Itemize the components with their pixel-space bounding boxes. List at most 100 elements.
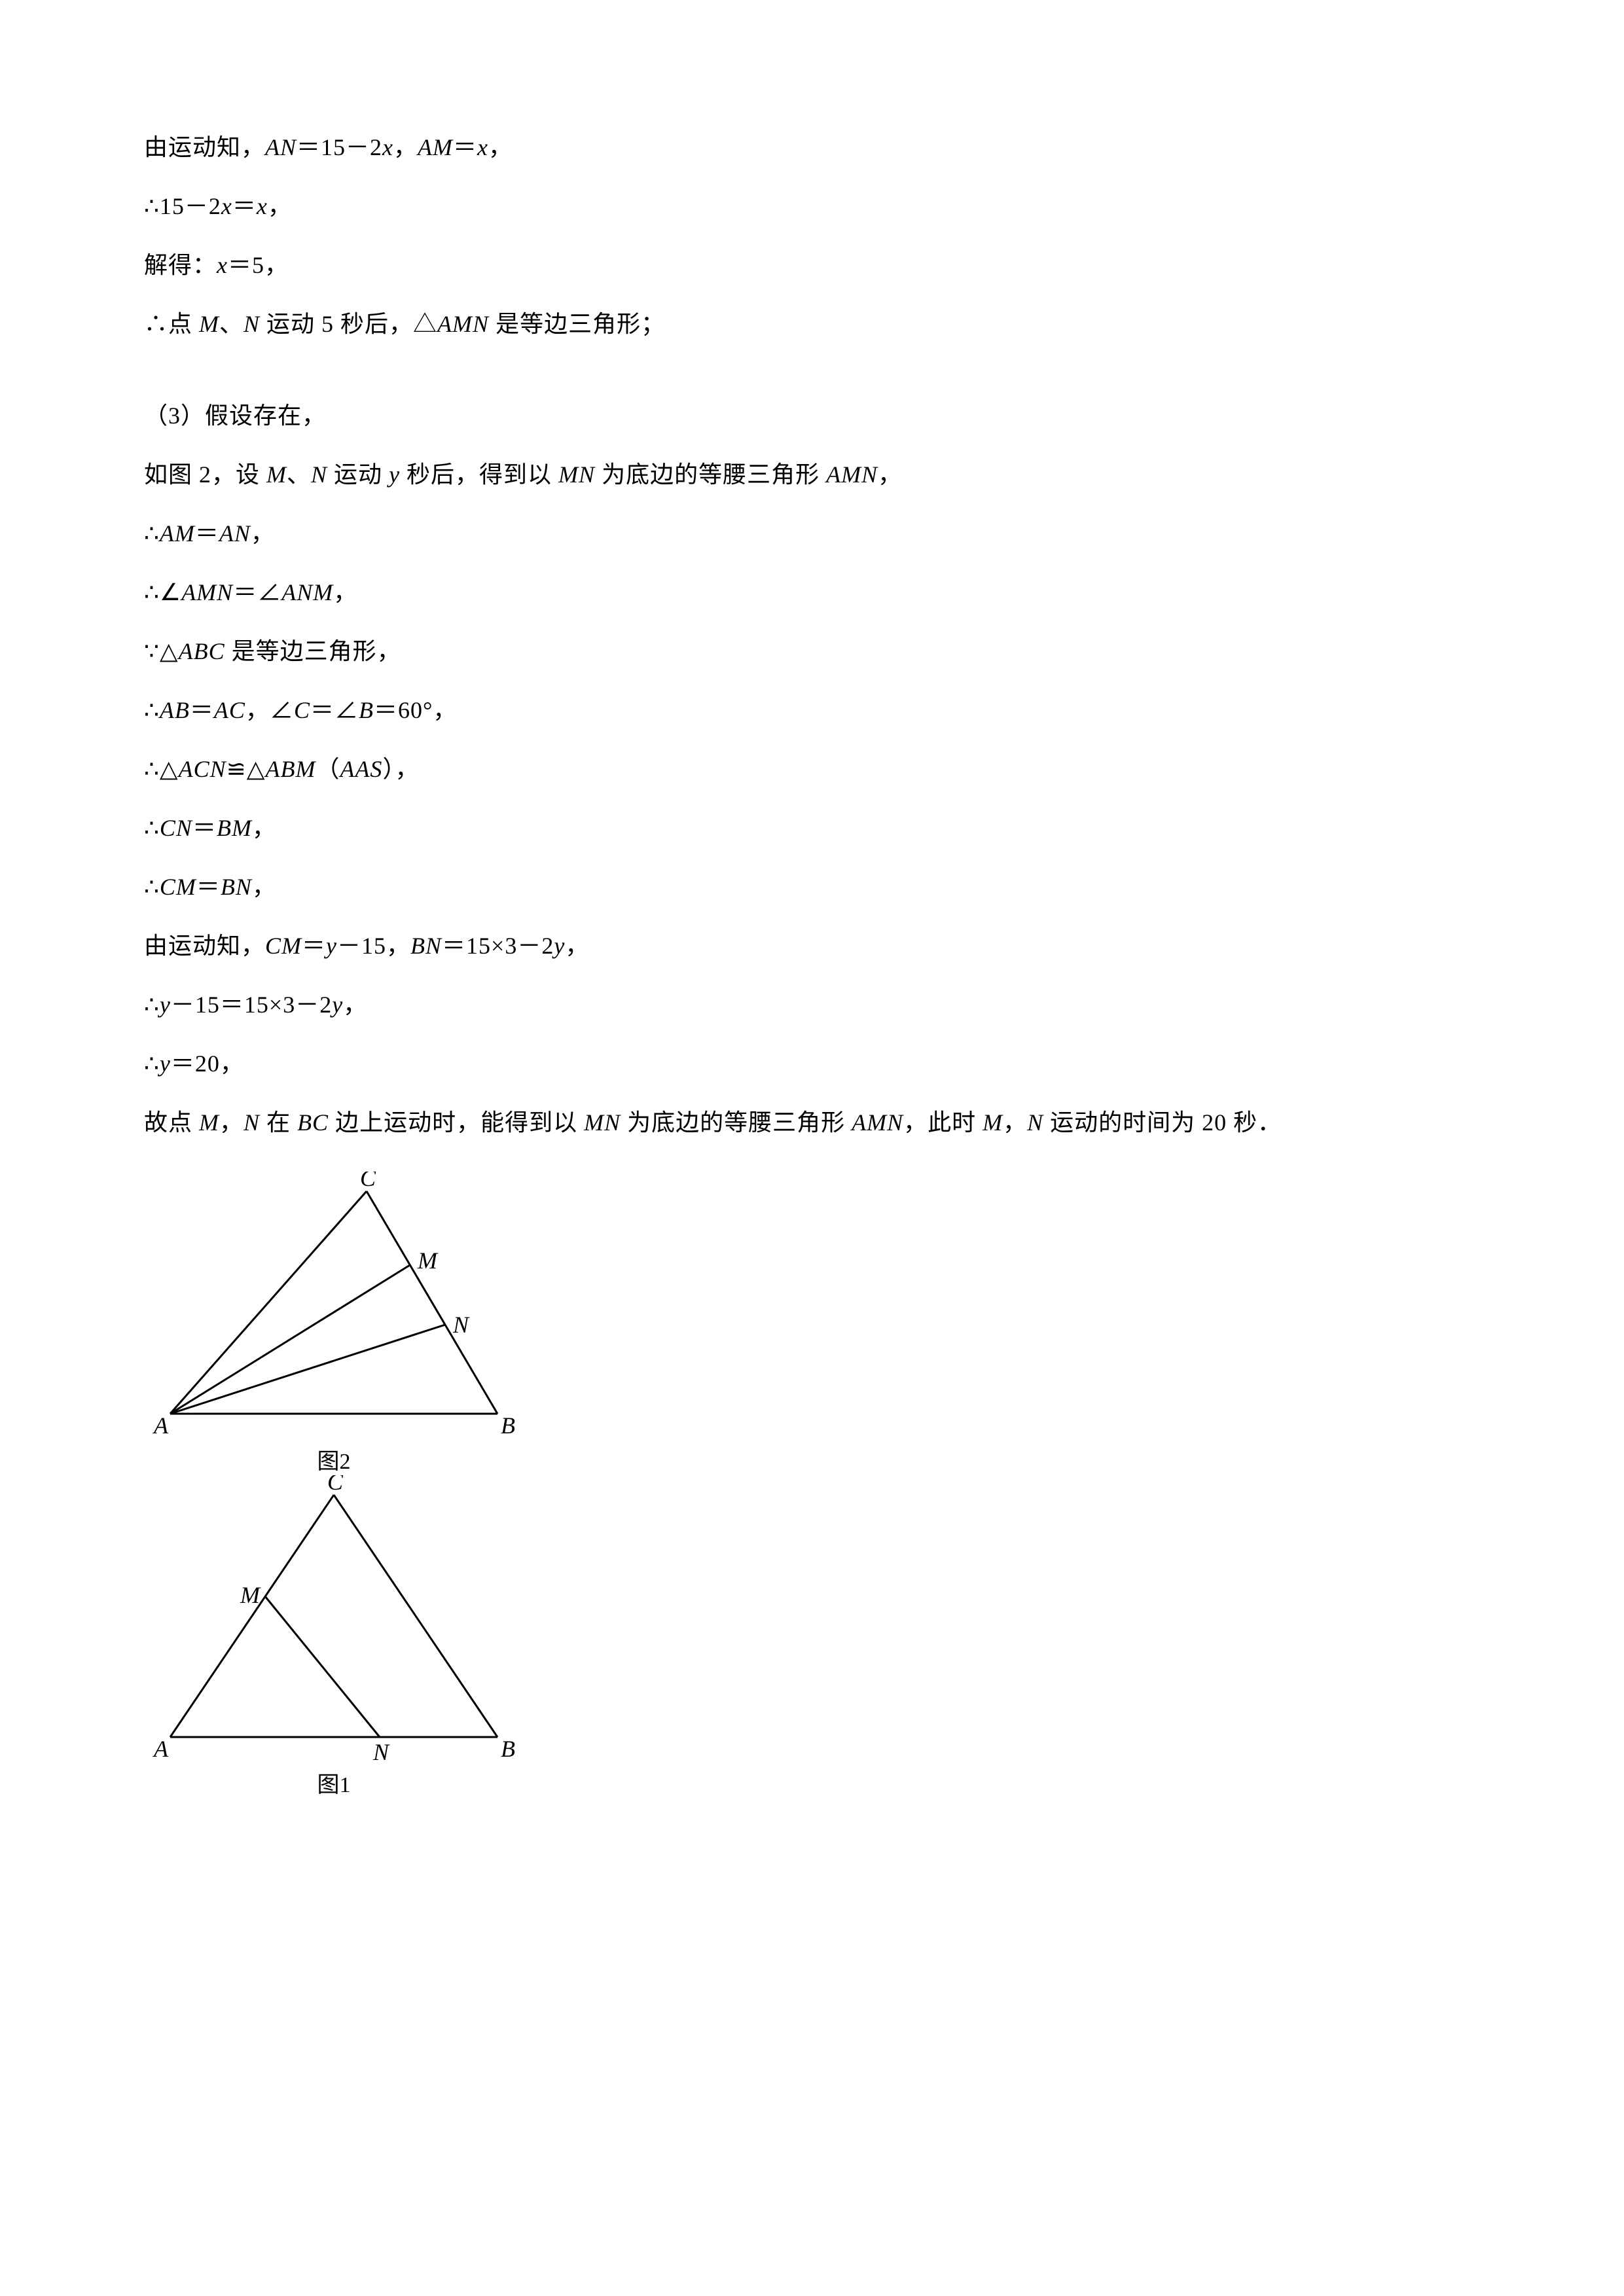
svg-text:M: M xyxy=(417,1247,439,1274)
text: ＝ xyxy=(195,520,219,547)
text-line: 由运动知，AN＝15－2x，AM＝x， xyxy=(144,118,1480,177)
text: ＝∠ xyxy=(310,697,359,723)
text: 在 xyxy=(266,1109,297,1136)
figures-container: ABCMN 图2 ABCMN 图1 xyxy=(151,1172,1480,1799)
var: N xyxy=(244,1109,266,1136)
text-line: ∴15－2x＝x， xyxy=(144,177,1480,236)
text: 运动 xyxy=(334,461,389,488)
text: 、 xyxy=(219,311,244,337)
var: AM xyxy=(160,520,195,547)
text-line: 故点 M，N 在 BC 边上运动时，能得到以 MN 为底边的等腰三角形 AMN，… xyxy=(144,1093,1480,1152)
text: ＝60°， xyxy=(374,697,457,723)
triangle-diagram-2: ABCMN xyxy=(151,1172,517,1440)
svg-text:B: B xyxy=(501,1736,515,1762)
text: 边上运动时，能得到以 xyxy=(335,1109,584,1136)
text-line: ∴AM＝AN， xyxy=(144,504,1480,563)
var: MN xyxy=(584,1109,627,1136)
svg-text:B: B xyxy=(501,1412,515,1439)
figure-1: ABCMN 图1 xyxy=(151,1475,1480,1799)
var: CM xyxy=(265,933,302,959)
text: 由运动知， xyxy=(144,134,265,160)
text-line: ∵△ABC 是等边三角形， xyxy=(144,622,1480,681)
var: y xyxy=(332,992,343,1018)
var: AN xyxy=(219,520,251,547)
var: M xyxy=(199,1109,219,1136)
text: 是等边三角形， xyxy=(232,638,401,664)
text-line: ∴AB＝AC，∠C＝∠B＝60°， xyxy=(144,681,1480,740)
text: ＝15×3－2 xyxy=(442,933,554,959)
var: y xyxy=(160,992,171,1018)
text-line: 由运动知，CM＝y－15，BN＝15×3－2y， xyxy=(144,916,1480,975)
figure-2-caption: 图2 xyxy=(151,1443,517,1475)
var: AMN xyxy=(852,1109,903,1136)
text: ∵△ xyxy=(144,638,179,664)
text-line: ∴△ACN≌△ABM（AAS）， xyxy=(144,740,1480,798)
text: ， xyxy=(393,134,418,160)
var: BM xyxy=(217,815,252,841)
figure-2: ABCMN 图2 xyxy=(151,1172,1480,1475)
var: C xyxy=(294,697,310,723)
text: －15， xyxy=(337,933,410,959)
text: ＝∠ xyxy=(233,579,281,605)
var: N xyxy=(1027,1109,1050,1136)
var: ABC xyxy=(179,638,232,664)
var: MN xyxy=(558,461,602,488)
text: ， xyxy=(252,874,276,900)
text: ∴点 xyxy=(144,311,199,337)
triangle-diagram-1: ABCMN xyxy=(151,1475,517,1763)
var: ACN xyxy=(179,756,226,782)
text: ＝ xyxy=(232,193,257,219)
text: ， xyxy=(252,815,276,841)
var: AMN xyxy=(181,579,233,605)
text: ，∠ xyxy=(245,697,294,723)
text: ＝ xyxy=(302,933,326,959)
var: y xyxy=(554,933,565,959)
var: ANM xyxy=(281,579,333,605)
text: ≌△ xyxy=(226,756,266,782)
svg-text:N: N xyxy=(452,1312,470,1338)
text: 如图 2，设 xyxy=(144,461,266,488)
var: AM xyxy=(418,134,453,160)
text: 秒后，得到以 xyxy=(406,461,558,488)
text: ，此时 xyxy=(903,1109,983,1136)
var: AAS xyxy=(340,756,382,782)
text: ∴ xyxy=(144,815,160,841)
var: ABM xyxy=(265,756,316,782)
text: －15＝15×3－2 xyxy=(171,992,332,1018)
text: ， xyxy=(268,193,292,219)
var: x xyxy=(477,134,488,160)
text-line: ∴CN＝BM， xyxy=(144,798,1480,857)
text: 为底边的等腰三角形 xyxy=(627,1109,852,1136)
var: BN xyxy=(410,933,442,959)
text: ， xyxy=(1003,1109,1027,1136)
svg-text:A: A xyxy=(153,1412,169,1439)
text: （ xyxy=(316,756,340,782)
var: AC xyxy=(214,697,245,723)
text: 解得： xyxy=(144,252,217,278)
text: ＝ xyxy=(190,697,214,723)
svg-text:A: A xyxy=(153,1736,169,1762)
text: 为底边的等腰三角形 xyxy=(602,461,826,488)
var: N xyxy=(311,461,334,488)
spacer xyxy=(144,353,1480,386)
text: ＝20， xyxy=(171,1050,244,1077)
var: M xyxy=(266,461,287,488)
text: ＝ xyxy=(192,815,217,841)
text: ， xyxy=(343,992,367,1018)
text: ∴ xyxy=(144,992,160,1018)
figure-1-caption: 图1 xyxy=(151,1767,517,1799)
text: ， xyxy=(878,461,902,488)
text: ∴∠ xyxy=(144,579,181,605)
var: BC xyxy=(297,1109,335,1136)
var: N xyxy=(244,311,266,337)
text-line: ∴∠AMN＝∠ANM， xyxy=(144,563,1480,622)
text: ， xyxy=(565,933,589,959)
text: ＝ xyxy=(196,874,221,900)
var: y xyxy=(160,1050,171,1077)
text: ＝15－2 xyxy=(297,134,382,160)
var: x xyxy=(257,193,268,219)
text: ＝ xyxy=(453,134,477,160)
var: BN xyxy=(221,874,252,900)
var: M xyxy=(983,1109,1003,1136)
text: （3）假设存在， xyxy=(144,403,326,429)
